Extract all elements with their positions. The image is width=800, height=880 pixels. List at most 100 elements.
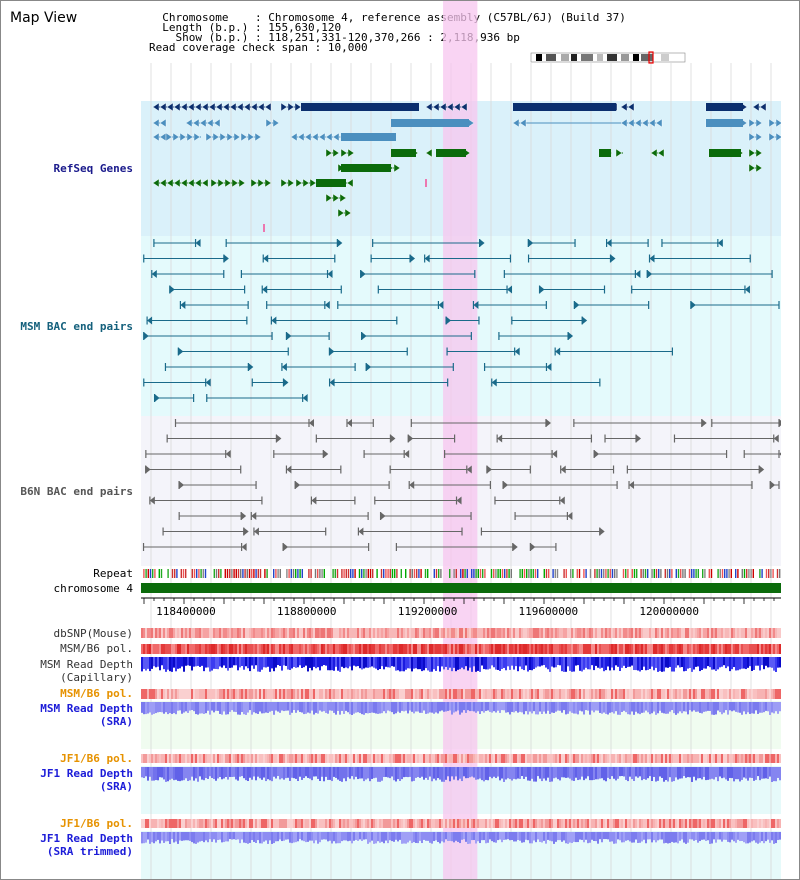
jf1-b6-pol2-cell	[759, 819, 761, 828]
dbsnp-cell	[733, 628, 735, 638]
jf1-depth-trimmed-label[interactable]: JF1 Read Depth (SRA trimmed)	[40, 832, 133, 858]
jf1-b6-pol2-cell	[675, 819, 677, 828]
msm-depth-capillary-bar	[463, 657, 465, 670]
msm-b6-pol-cell	[607, 644, 609, 654]
msm-depth-capillary-bar	[505, 657, 507, 671]
jf1-depth-trimmed-bar	[619, 832, 621, 841]
jf1-depth-sra-bar	[437, 767, 439, 779]
jf1-b6-pol-label-1[interactable]: JF1/B6 pol.	[60, 752, 133, 765]
msm-b6-pol-label-2[interactable]: MSM/B6 pol.	[60, 687, 133, 700]
msm-depth-sra-bar	[623, 702, 625, 711]
msm-b6-pol2-cell	[727, 689, 729, 699]
msm-b6-pol-label-1[interactable]: MSM/B6 pol.	[60, 642, 133, 655]
msm-depth-sra-bar	[453, 702, 455, 713]
dbsnp-label[interactable]: dbSNP(Mouse)	[53, 627, 133, 640]
b6n-bac-label[interactable]: B6N BAC end pairs	[20, 485, 133, 498]
jf1-b6-pol-label-2[interactable]: JF1/B6 pol.	[60, 817, 133, 830]
jf1-b6-pol-cell	[375, 754, 377, 763]
jf1-b6-pol2-cell	[221, 819, 223, 828]
jf1-depth-trimmed-bar	[307, 832, 309, 842]
dbsnp-cell	[151, 628, 153, 638]
jf1-b6-pol2-cell	[447, 819, 449, 828]
jf1-depth-sra-label[interactable]: JF1 Read Depth (SRA)	[40, 767, 133, 793]
track-canvas[interactable]: 118400000 118800000 119200000 119600000 1200…	[141, 1, 781, 880]
msm-b6-pol2-cell	[613, 689, 615, 699]
jf1-b6-pol-cell	[411, 754, 413, 763]
jf1-depth-trimmed-bar	[569, 832, 571, 843]
dbsnp-cell	[223, 628, 225, 638]
jf1-depth-trimmed-bar	[425, 832, 427, 841]
msm-b6-pol-cell	[429, 644, 431, 654]
dbsnp-cell	[649, 628, 651, 638]
jf1-b6-pol-cell	[235, 754, 237, 763]
msm-b6-pol-cell	[473, 644, 475, 654]
msm-b6-pol-cell	[369, 644, 371, 654]
msm-depth-sra-bar	[325, 702, 327, 713]
jf1-b6-pol2-cell	[179, 819, 181, 828]
msm-depth-capillary-bar	[413, 657, 415, 669]
msm-depth-sra-label[interactable]: MSM Read Depth (SRA)	[40, 702, 133, 728]
dbsnp-cell	[719, 628, 721, 638]
jf1-b6-pol-cell	[461, 754, 463, 763]
jf1-b6-pol-cell	[467, 754, 469, 763]
msm-depth-capillary-bar	[181, 657, 183, 667]
msm-b6-pol2-cell	[291, 689, 293, 699]
msm-depth-capillary-label[interactable]: MSM Read Depth (Capillary)	[40, 658, 133, 684]
jf1-depth-sra-bar	[561, 767, 563, 778]
jf1-b6-pol2-cell	[341, 819, 343, 828]
jf1-b6-pol-cell	[463, 754, 465, 763]
msm-depth-capillary-bar	[381, 657, 383, 667]
refseq-exon-arrow	[233, 132, 241, 142]
jf1-b6-pol-cell	[401, 754, 403, 763]
msm-depth-sra-bar	[647, 702, 649, 713]
msm-depth-capillary-bar	[555, 657, 557, 668]
jf1-b6-pol2-cell	[603, 819, 605, 828]
dbsnp-cell	[233, 628, 235, 638]
dbsnp-cell	[227, 628, 229, 638]
msm-depth-capillary-bar	[331, 657, 333, 671]
msm-b6-pol-cell	[227, 644, 229, 654]
track-panel[interactable]: 118400000 118800000 119200000 119600000 1200…	[141, 1, 781, 880]
msm-b6-pol-cell	[631, 644, 633, 654]
msm-bac-label[interactable]: MSM BAC end pairs	[20, 320, 133, 333]
jf1-depth-sra-bar	[771, 767, 773, 782]
msm-depth-capillary-bar	[299, 657, 301, 666]
dbsnp-cell	[347, 628, 349, 638]
msm-depth-capillary-bar	[749, 657, 751, 667]
jf1-depth-trimmed-bar	[573, 832, 575, 842]
repeat-label[interactable]: Repeat	[93, 567, 133, 580]
msm-b6-pol2-cell	[701, 689, 703, 699]
repeat-element	[730, 569, 732, 578]
dbsnp-cell	[403, 628, 405, 638]
dbsnp-cell	[547, 628, 549, 638]
jf1-depth-trimmed-bar	[443, 832, 445, 843]
msm-depth-sra-bar	[569, 702, 571, 712]
jf1-depth-trimmed-bar	[747, 832, 749, 844]
jf1-depth-sra-bar	[309, 767, 311, 779]
msm-depth-sra-bar	[693, 702, 695, 711]
msm-depth-capillary-bar	[711, 657, 713, 670]
msm-depth-capillary-bar	[277, 657, 279, 666]
refseq-genes-label[interactable]: RefSeq Genes	[53, 162, 133, 175]
jf1-depth-sra-bar	[331, 767, 333, 782]
refseq-exon-arrow	[187, 178, 195, 188]
msm-depth-sra-bar	[345, 702, 347, 711]
dbsnp-cell	[163, 628, 165, 638]
jf1-depth-sra-bar	[757, 767, 759, 777]
msm-depth-capillary-bar	[561, 657, 563, 672]
refseq-exon-arrow	[768, 132, 776, 142]
b6n-bac-pair-arrow	[409, 481, 415, 489]
msm-depth-sra-bar	[353, 702, 355, 714]
jf1-b6-pol2-cell	[595, 819, 597, 828]
jf1-b6-pol2-cell	[381, 819, 383, 828]
jf1-depth-trimmed-bar	[329, 832, 331, 841]
msm-depth-capillary-bar	[713, 657, 715, 670]
chromosome-track-label[interactable]: chromosome 4	[53, 582, 133, 595]
msm-depth-capillary-bar	[621, 657, 623, 668]
jf1-depth-sra-bar	[597, 767, 599, 780]
msm-b6-pol-cell	[707, 644, 709, 654]
dbsnp-cell	[517, 628, 519, 638]
jf1-depth-sra-bar	[289, 767, 291, 781]
jf1-depth-trimmed-bar	[235, 832, 237, 840]
msm-b6-pol2-cell	[663, 689, 665, 699]
